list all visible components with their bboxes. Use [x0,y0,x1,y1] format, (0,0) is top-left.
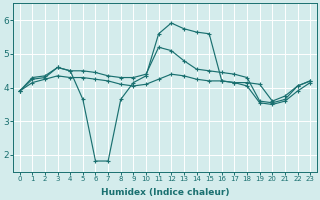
X-axis label: Humidex (Indice chaleur): Humidex (Indice chaleur) [101,188,229,197]
